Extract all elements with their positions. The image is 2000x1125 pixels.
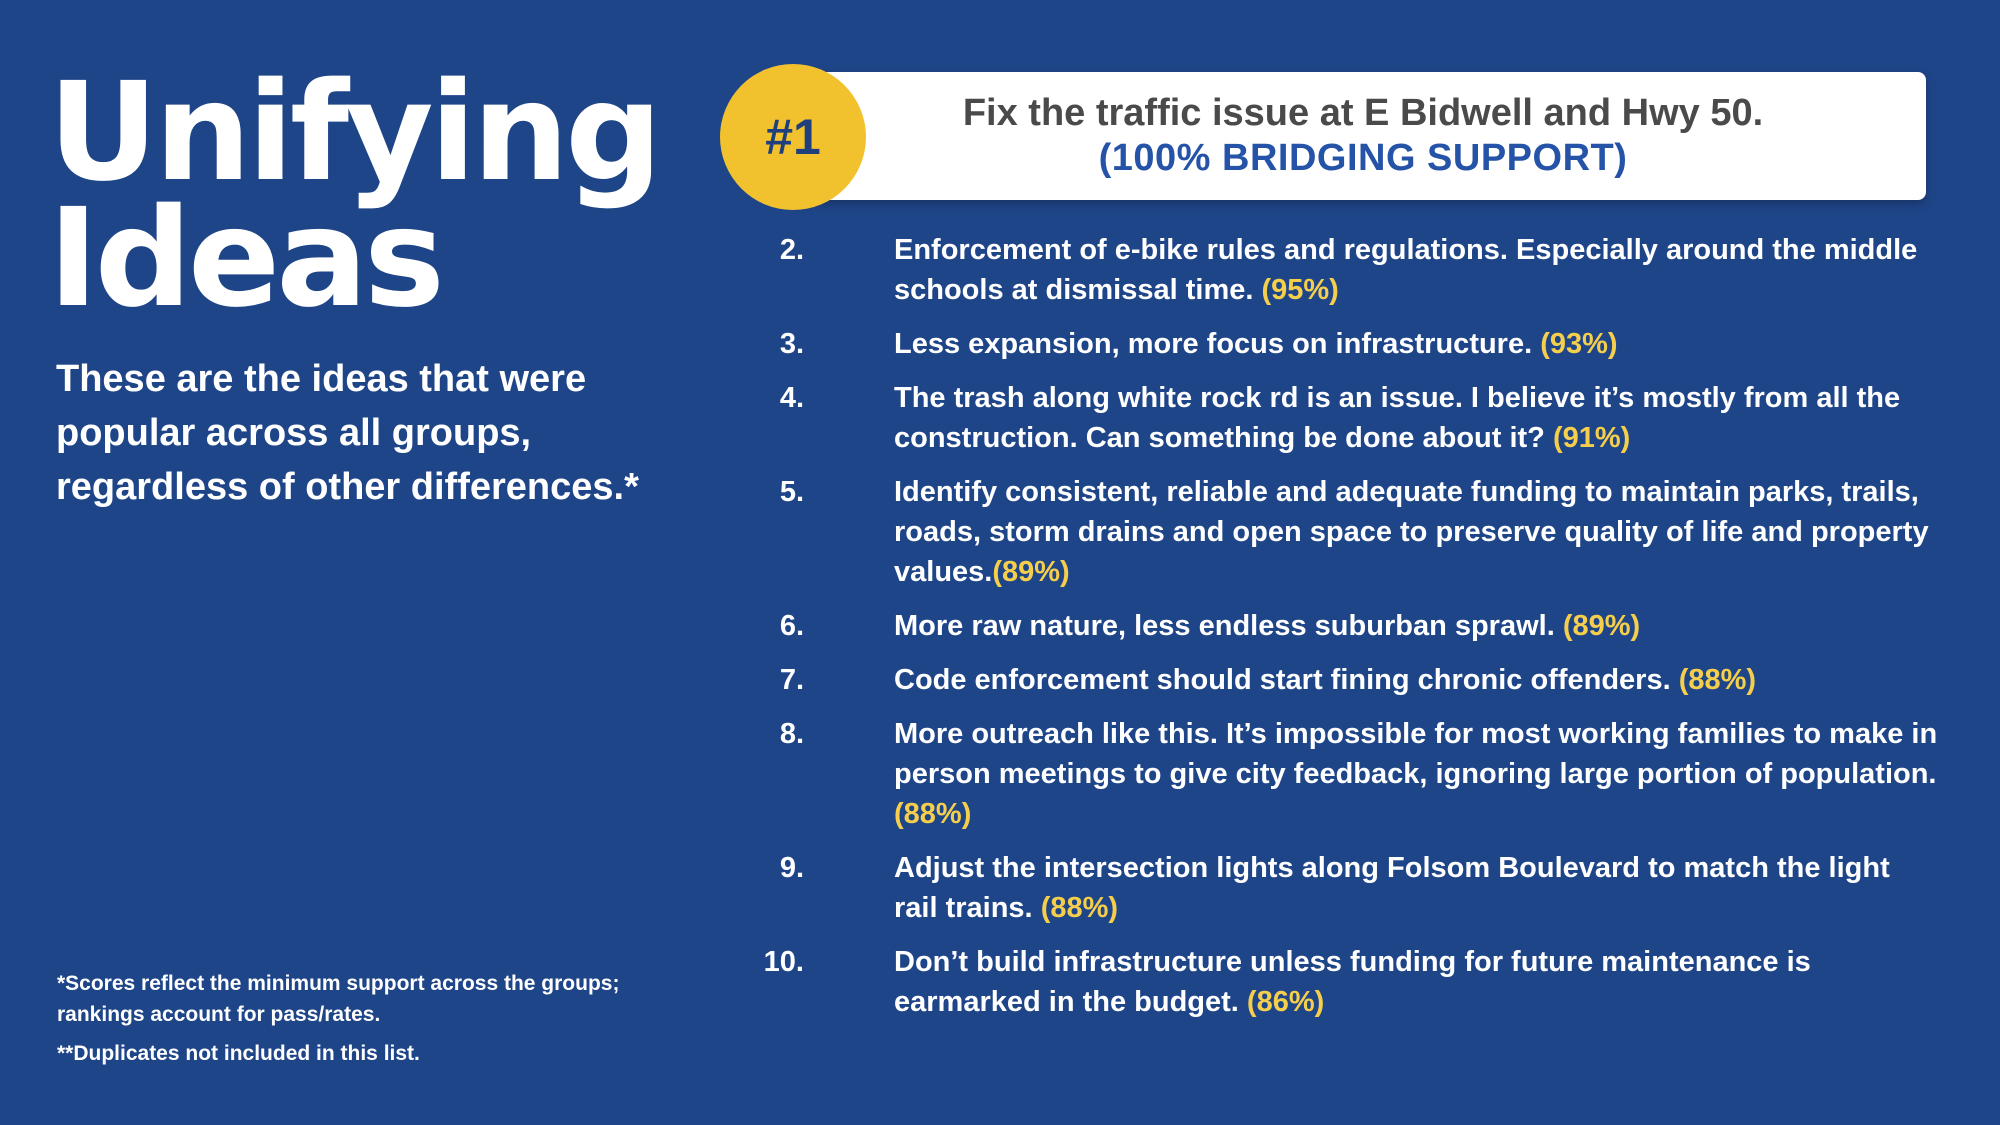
list-item: 5. Identify consistent, reliable and ade… (760, 472, 1940, 592)
item-number: 3. (779, 328, 804, 360)
top-idea-text: Fix the traffic issue at E Bidwell and H… (962, 92, 1764, 134)
item-percent: (93%) (1540, 328, 1618, 360)
item-percent: (86%) (1246, 986, 1325, 1018)
footnotes: *Scores reflect the minimum support acro… (57, 968, 697, 1069)
footnote-scores: *Scores reflect the minimum support acro… (57, 972, 620, 1026)
item-text: Identify consistent, reliable and adequa… (894, 472, 1940, 592)
list-item: 3. Less expansion, more focus on infrast… (760, 324, 1940, 364)
item-percent: (88%) (1678, 664, 1757, 696)
list-item: 2. Enforcement of e-bike rules and regul… (760, 230, 1940, 310)
item-text: Enforcement of e-bike rules and regulati… (894, 230, 1940, 310)
page-title: Unifying Ideas (48, 54, 688, 338)
item-text-body: More raw nature, less endless suburban s… (894, 610, 1555, 642)
item-text-body: The trash along white rock rd is an issu… (894, 382, 1901, 454)
top-idea-banner: Fix the traffic issue at E Bidwell and H… (800, 72, 1926, 200)
item-text-body: Code enforcement should start fining chr… (894, 664, 1671, 696)
item-number: 10. (763, 946, 804, 978)
list-item: 6. More raw nature, less endless suburba… (760, 606, 1940, 646)
rank-one-badge: #1 (720, 64, 866, 210)
item-text: Code enforcement should start fining chr… (894, 660, 1940, 700)
idea-list: 2. Enforcement of e-bike rules and regul… (760, 230, 1940, 1036)
footnote-duplicates: **Duplicates not included in this list. (57, 1042, 420, 1065)
list-item: 10. Don’t build infrastructure unless fu… (760, 942, 1940, 1022)
item-text: The trash along white rock rd is an issu… (894, 378, 1940, 458)
item-text-body: More outreach like this. It’s impossible… (894, 718, 1938, 790)
list-item: 8. More outreach like this. It’s impossi… (760, 714, 1940, 834)
title-line-1: Unifying (48, 54, 662, 212)
item-number: 4. (779, 382, 804, 414)
item-percent: (95%) (1261, 274, 1339, 306)
item-percent: (88%) (894, 798, 972, 830)
item-text-body: Identify consistent, reliable and adequa… (894, 476, 1929, 588)
item-number: 2. (779, 234, 804, 266)
item-text: Less expansion, more focus on infrastruc… (894, 324, 1940, 364)
list-item: 7. Code enforcement should start fining … (760, 660, 1940, 700)
item-percent: (89%) (1562, 610, 1641, 642)
item-number: 8. (779, 718, 804, 750)
item-percent: (91%) (1552, 422, 1631, 454)
subtitle: These are the ideas that were popular ac… (56, 358, 639, 508)
item-text-body: Adjust the intersection lights along Fol… (894, 852, 1890, 924)
item-text-body: Don’t build infrastructure unless fundin… (894, 946, 1811, 1018)
item-percent: (89%) (992, 556, 1070, 588)
item-number: 6. (779, 610, 804, 642)
top-idea-support: (100% BRIDGING SUPPORT) (1098, 137, 1628, 179)
item-text: More outreach like this. It’s impossible… (894, 714, 1940, 834)
item-text-body: Enforcement of e-bike rules and regulati… (894, 234, 1918, 306)
item-text: Adjust the intersection lights along Fol… (894, 848, 1940, 928)
title-line-2: Ideas (48, 180, 445, 338)
item-percent: (88%) (1040, 892, 1119, 924)
item-text-body: Less expansion, more focus on infrastruc… (894, 328, 1533, 360)
left-column: Unifying Ideas These are the ideas that … (48, 54, 688, 514)
list-item: 9. Adjust the intersection lights along … (760, 848, 1940, 928)
list-item: 4. The trash along white rock rd is an i… (760, 378, 1940, 458)
item-number: 5. (779, 476, 804, 508)
item-text: More raw nature, less endless suburban s… (894, 606, 1940, 646)
item-number: 7. (779, 664, 804, 696)
item-text: Don’t build infrastructure unless fundin… (894, 942, 1940, 1022)
item-number: 9. (779, 852, 804, 884)
